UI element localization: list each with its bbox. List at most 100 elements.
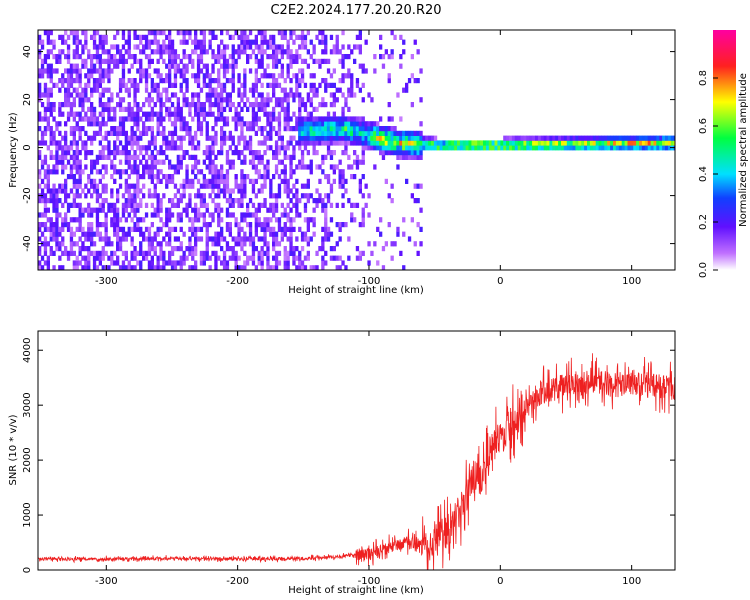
heatmap-cell [81, 246, 85, 252]
heatmap-cell [205, 68, 209, 74]
heatmap-cell [329, 116, 334, 122]
heatmap-cell [214, 78, 218, 84]
heatmap-cell [321, 140, 325, 146]
heatmap-cell [318, 135, 322, 141]
heatmap-cell [205, 241, 209, 247]
heatmap-cell [246, 54, 250, 60]
heatmap-cell [208, 154, 212, 160]
heatmap-cell [251, 49, 256, 55]
heatmap-cell [58, 87, 62, 93]
heatmap-cell [217, 231, 221, 237]
heatmap-cell [454, 140, 458, 146]
heatmap-cell [483, 145, 487, 151]
heatmap-cell [208, 150, 212, 156]
heatmap-cell [66, 207, 71, 213]
heatmap-cell [58, 145, 62, 151]
heatmap-cell [176, 246, 180, 252]
heatmap-cell [136, 126, 140, 132]
heatmap-cell [202, 183, 206, 189]
heatmap-cell [240, 212, 244, 218]
heatmap-cell [240, 97, 244, 103]
heatmap-cell [659, 135, 663, 141]
heatmap-cell [78, 102, 82, 108]
heatmap-cell [526, 140, 530, 146]
heatmap-cell [289, 231, 293, 237]
heatmap-cell [147, 102, 152, 108]
heatmap-cell [251, 260, 256, 266]
heatmap-cell [251, 236, 256, 242]
heatmap-cell [283, 87, 287, 93]
heatmap-cell [517, 140, 521, 146]
heatmap-cell [66, 68, 71, 74]
heatmap-cell [156, 82, 160, 88]
heatmap-cell [139, 58, 143, 64]
heatmap-cell [292, 154, 296, 160]
heatmap-cell [113, 178, 117, 184]
heatmap-cell [66, 111, 71, 117]
heatmap-cell [428, 140, 432, 146]
heatmap-cell [358, 130, 362, 136]
heatmap-cell [43, 226, 48, 232]
heatmap-cell [170, 140, 175, 146]
heatmap-cell [78, 250, 82, 256]
heatmap-cell [90, 58, 94, 64]
heatmap-cell [269, 39, 273, 45]
heatmap-cell [182, 255, 186, 261]
heatmap-cell [277, 217, 282, 223]
heatmap-cell [405, 135, 409, 141]
heatmap-cell [211, 87, 215, 93]
heatmap-cell [40, 68, 45, 74]
heatmap-cell [118, 78, 123, 84]
heatmap-cell [98, 178, 102, 184]
heatmap-cell [205, 178, 209, 184]
heatmap-cell [81, 63, 85, 69]
heatmap-cell [277, 82, 282, 88]
heatmap-cell [341, 58, 345, 64]
heatmap-cell [124, 116, 128, 122]
heatmap-cell [274, 145, 279, 151]
heatmap-cell [142, 44, 146, 50]
heatmap-cell [205, 121, 209, 127]
heatmap-cell [303, 130, 308, 136]
heatmap-cell [309, 116, 313, 122]
y-tick-label: 4000 [22, 338, 33, 363]
heatmap-cell [231, 140, 235, 146]
heatmap-cell [295, 92, 299, 98]
heatmap-cell [121, 44, 126, 50]
heatmap-cell [338, 140, 342, 146]
heatmap-cell [159, 198, 163, 204]
heatmap-cell [75, 34, 79, 40]
heatmap-cell [231, 82, 235, 88]
heatmap-cell [332, 49, 336, 55]
heatmap-cell [240, 92, 244, 98]
heatmap-cell [133, 246, 137, 252]
heatmap-cell [587, 145, 591, 151]
heatmap-cell [133, 255, 137, 261]
heatmap-cell [211, 250, 215, 256]
heatmap-cell [326, 174, 331, 180]
heatmap-cell [248, 87, 253, 93]
heatmap-cell [292, 246, 296, 252]
heatmap-cell [324, 78, 328, 84]
heatmap-cell [312, 217, 316, 223]
heatmap-cell [64, 135, 68, 141]
heatmap-cell [185, 169, 189, 175]
heatmap-cell [58, 212, 62, 218]
heatmap-cell [173, 54, 178, 60]
heatmap-cell [407, 236, 412, 242]
heatmap-cell [321, 126, 325, 132]
heatmap-cell [144, 159, 149, 165]
heatmap-cell [153, 102, 157, 108]
heatmap-cell [133, 130, 137, 136]
heatmap-cell [370, 121, 374, 127]
heatmap-cell [150, 39, 154, 45]
heatmap-cell [243, 30, 247, 36]
heatmap-cell [118, 265, 123, 270]
heatmap-cell [673, 140, 675, 146]
heatmap-cell [84, 63, 88, 69]
heatmap-cell [133, 212, 137, 218]
heatmap-cell [361, 154, 365, 160]
heatmap-cell [72, 154, 76, 160]
snr-background [38, 331, 675, 570]
